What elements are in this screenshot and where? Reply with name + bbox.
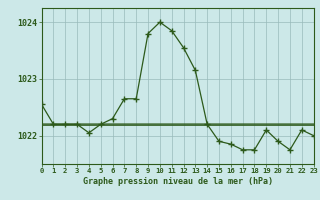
X-axis label: Graphe pression niveau de la mer (hPa): Graphe pression niveau de la mer (hPa) <box>83 177 273 186</box>
